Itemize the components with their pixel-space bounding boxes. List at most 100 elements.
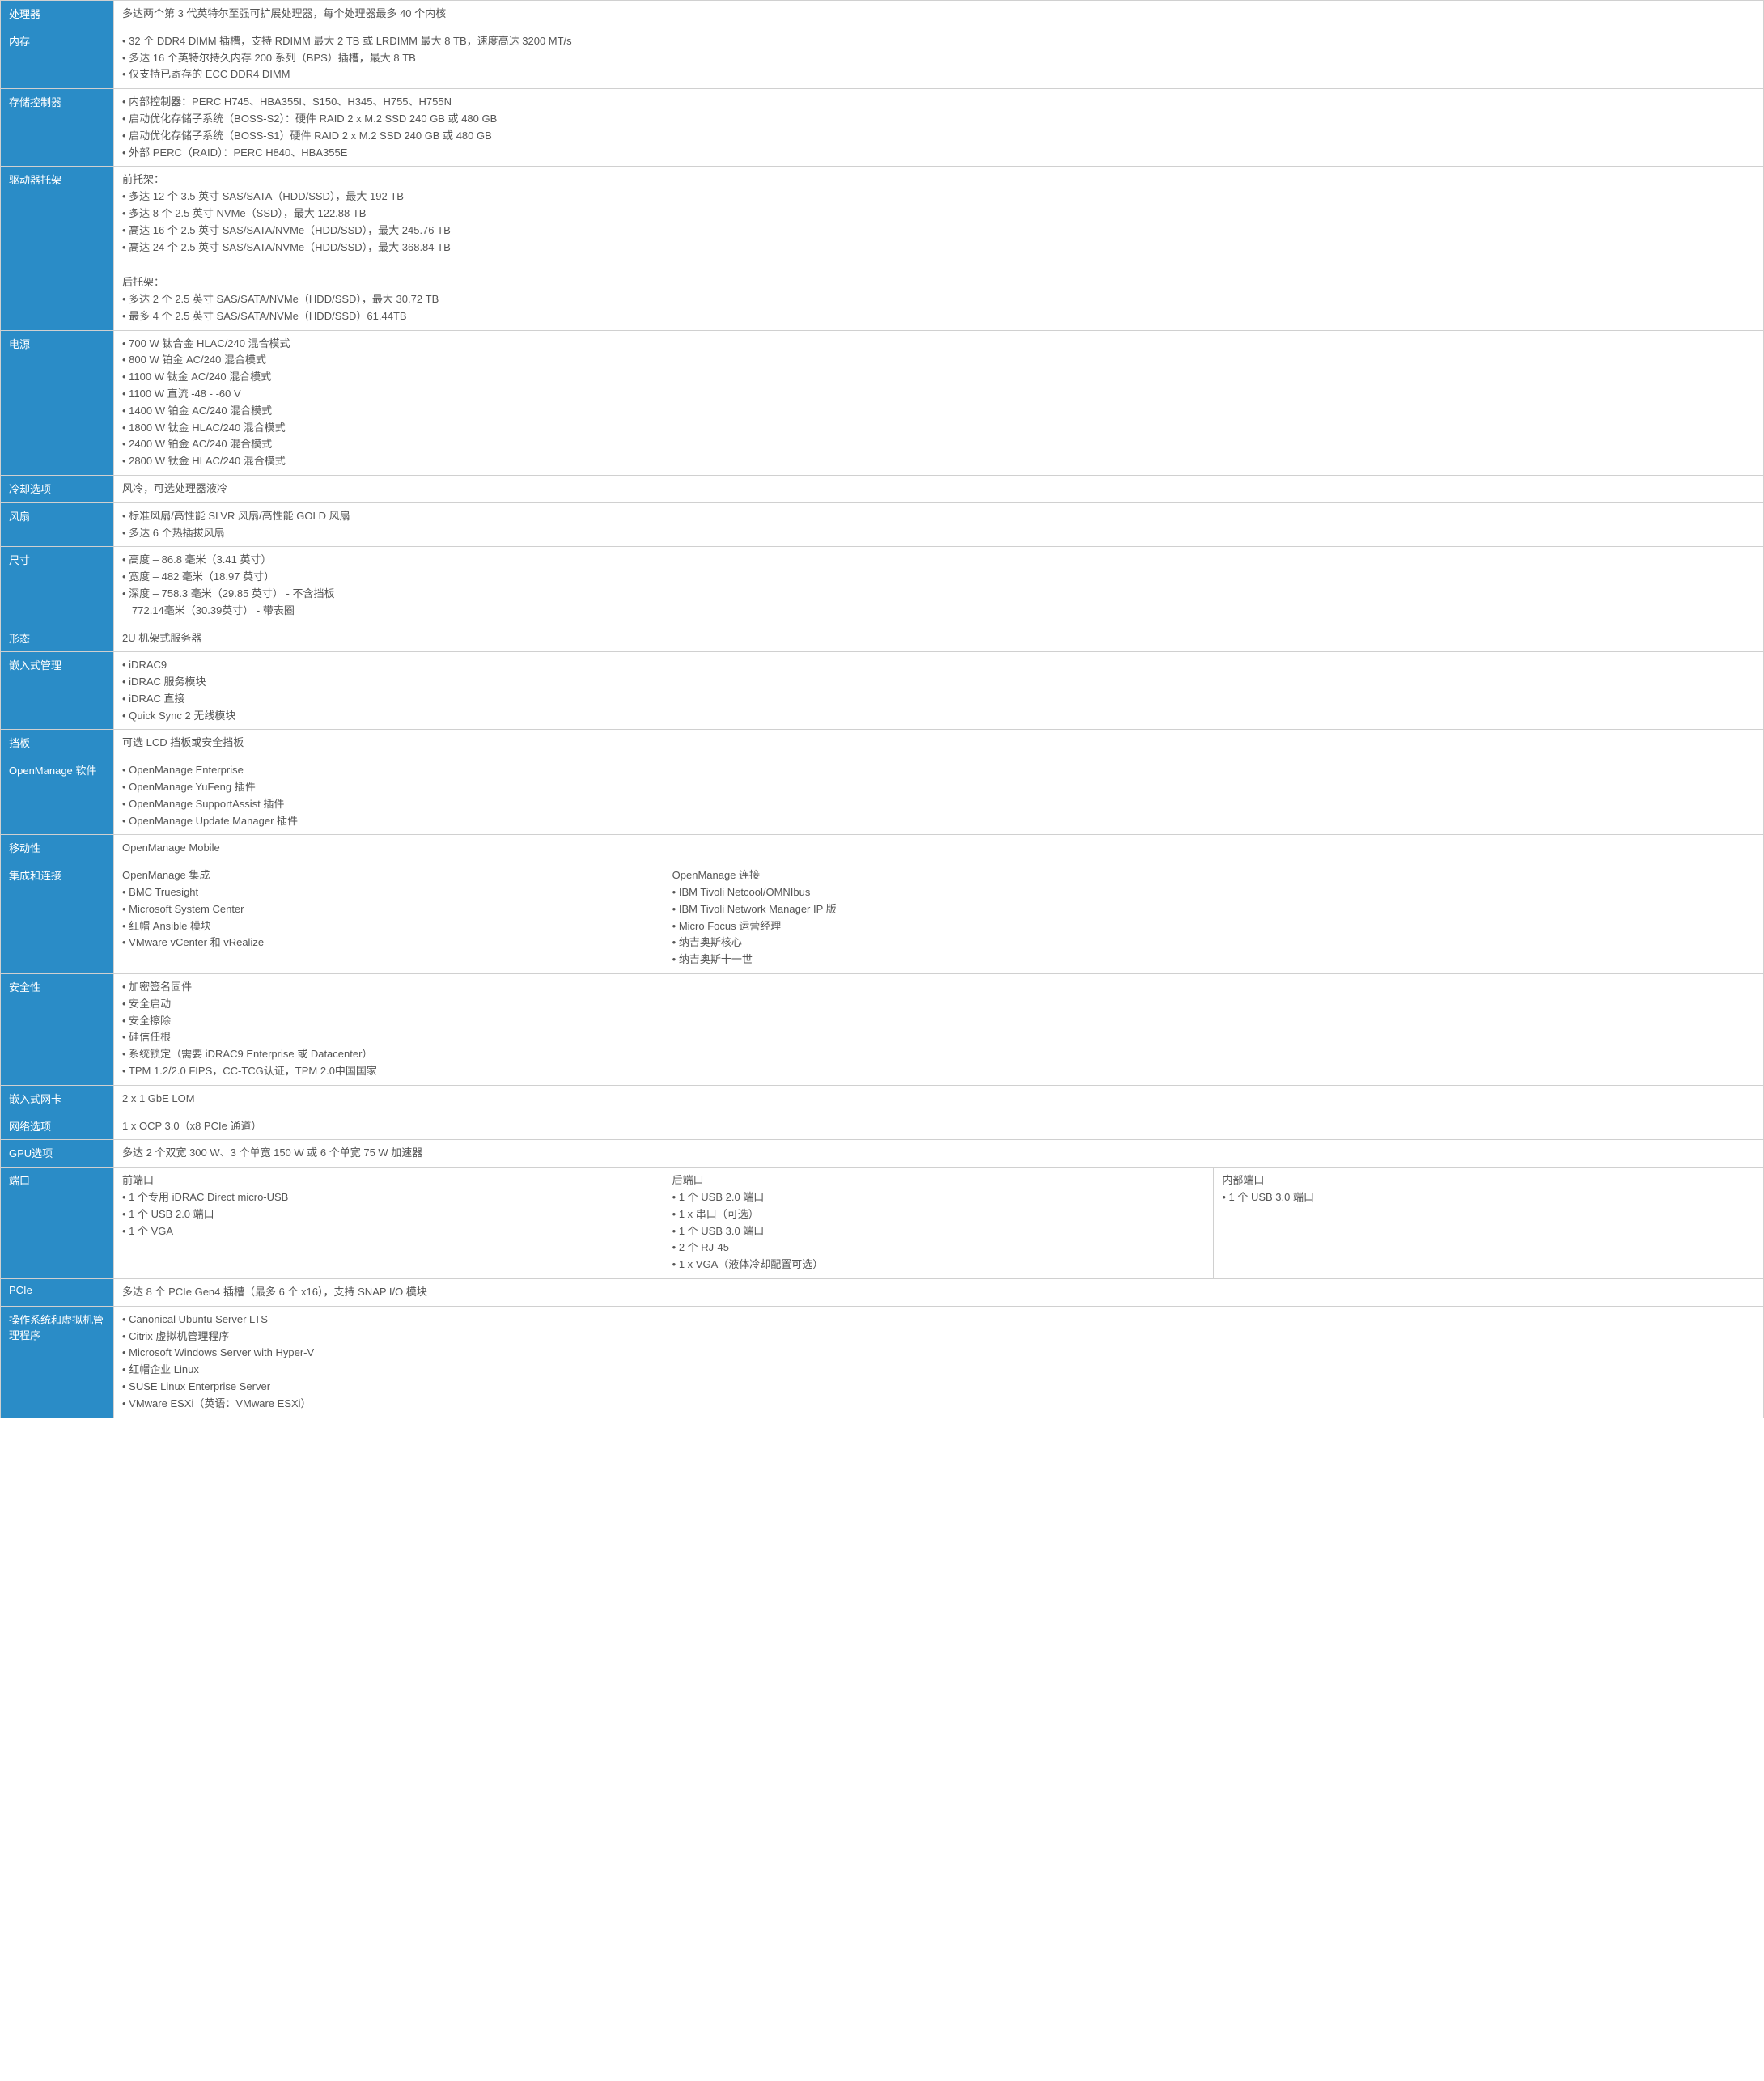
value-openmanage-sw: OpenManage EnterpriseOpenManage YuFeng 插… (114, 757, 1764, 835)
list-item: 启动优化存储子系统（BOSS-S2）：硬件 RAID 2 x M.2 SSD 2… (122, 111, 1755, 128)
list-item: Citrix 虚拟机管理程序 (122, 1329, 1755, 1346)
row-pcie: PCIe 多达 8 个 PCIe Gen4 插槽（最多 6 个 x16），支持 … (1, 1279, 1764, 1307)
list-item: OpenManage Update Manager 插件 (122, 813, 1755, 830)
drive-bays-front-header: 前托架： (122, 172, 1755, 189)
list-item: BMC Truesight (122, 884, 655, 901)
value-ports-rear: 后端口 1 个 USB 2.0 端口1 x 串口（可选）1 个 USB 3.0 … (664, 1168, 1214, 1279)
row-embedded-nic: 嵌入式网卡 2 x 1 GbE LOM (1, 1085, 1764, 1113)
row-processor: 处理器 多达两个第 3 代英特尔至强可扩展处理器，每个处理器最多 40 个内核 (1, 1, 1764, 28)
row-openmanage-sw: OpenManage 软件 OpenManage EnterpriseOpenM… (1, 757, 1764, 835)
label-ports: 端口 (1, 1168, 114, 1279)
list-item: 标准风扇/高性能 SLVR 风扇/高性能 GOLD 风扇 (122, 508, 1755, 525)
value-integration-left: OpenManage 集成 BMC TruesightMicrosoft Sys… (114, 862, 664, 974)
list-item: 加密签名固件 (122, 979, 1755, 996)
drive-bays-front-lines: 多达 12 个 3.5 英寸 SAS/SATA（HDD/SSD），最大 192 … (122, 189, 1755, 256)
row-bezel: 挡板 可选 LCD 挡板或安全挡板 (1, 730, 1764, 757)
value-integration-right: OpenManage 连接 IBM Tivoli Netcool/OMNIbus… (664, 862, 1763, 974)
list-item: 纳吉奥斯十一世 (672, 951, 1755, 968)
label-storage-ctrl: 存储控制器 (1, 89, 114, 167)
list-item: Microsoft Windows Server with Hyper-V (122, 1345, 1755, 1362)
label-drive-bays: 驱动器托架 (1, 167, 114, 330)
value-power: 700 W 钛合金 HLAC/240 混合模式800 W 铂金 AC/240 混… (114, 330, 1764, 475)
row-storage-ctrl: 存储控制器 内部控制器：PERC H745、HBA355I、S150、H345、… (1, 89, 1764, 167)
ports-internal-lines: 1 个 USB 3.0 端口 (1222, 1189, 1755, 1206)
row-gpu-opts: GPU选项 多达 2 个双宽 300 W、3 个单宽 150 W 或 6 个单宽… (1, 1140, 1764, 1168)
value-network-opts: 1 x OCP 3.0（x8 PCIe 通道） (114, 1113, 1764, 1140)
list-item: OpenManage YuFeng 插件 (122, 779, 1755, 796)
label-embedded-mgmt: 嵌入式管理 (1, 652, 114, 730)
label-openmanage-sw: OpenManage 软件 (1, 757, 114, 835)
list-item: 多达 2 个 2.5 英寸 SAS/SATA/NVMe（HDD/SSD），最大 … (122, 291, 1755, 308)
value-dimensions: 高度 – 86.8 毫米（3.41 英寸）宽度 – 482 毫米（18.97 英… (114, 547, 1764, 625)
list-item: 红帽企业 Linux (122, 1362, 1755, 1379)
label-integration: 集成和连接 (1, 862, 114, 974)
list-item: VMware ESXi（英语：VMware ESXi） (122, 1396, 1755, 1413)
list-item: 1100 W 钛金 AC/240 混合模式 (122, 369, 1755, 386)
value-processor: 多达两个第 3 代英特尔至强可扩展处理器，每个处理器最多 40 个内核 (114, 1, 1764, 28)
list-item: 多达 12 个 3.5 英寸 SAS/SATA（HDD/SSD），最大 192 … (122, 189, 1755, 206)
list-item: Quick Sync 2 无线模块 (122, 708, 1755, 725)
list-item: 多达 6 个热插拔风扇 (122, 525, 1755, 542)
list-item: 1 个 USB 3.0 端口 (672, 1223, 1206, 1240)
label-form-factor: 形态 (1, 625, 114, 652)
value-memory: 32 个 DDR4 DIMM 插槽，支持 RDIMM 最大 2 TB 或 LRD… (114, 28, 1764, 88)
row-power: 电源 700 W 钛合金 HLAC/240 混合模式800 W 铂金 AC/24… (1, 330, 1764, 475)
list-item: VMware vCenter 和 vRealize (122, 935, 655, 951)
list-item: iDRAC 服务模块 (122, 674, 1755, 691)
label-cooling: 冷却选项 (1, 475, 114, 502)
row-form-factor: 形态 2U 机架式服务器 (1, 625, 1764, 652)
integration-right-lines: IBM Tivoli Netcool/OMNIbusIBM Tivoli Net… (672, 884, 1755, 968)
row-fans: 风扇 标准风扇/高性能 SLVR 风扇/高性能 GOLD 风扇多达 6 个热插拔… (1, 502, 1764, 547)
list-item: 800 W 铂金 AC/240 混合模式 (122, 352, 1755, 369)
label-bezel: 挡板 (1, 730, 114, 757)
value-pcie: 多达 8 个 PCIe Gen4 插槽（最多 6 个 x16），支持 SNAP … (114, 1279, 1764, 1307)
list-item: 仅支持已寄存的 ECC DDR4 DIMM (122, 66, 1755, 83)
value-ports-front: 前端口 1 个专用 iDRAC Direct micro-USB1 个 USB … (114, 1168, 664, 1279)
row-drive-bays: 驱动器托架 前托架： 多达 12 个 3.5 英寸 SAS/SATA（HDD/S… (1, 167, 1764, 330)
value-fans: 标准风扇/高性能 SLVR 风扇/高性能 GOLD 风扇多达 6 个热插拔风扇 (114, 502, 1764, 547)
list-item: 安全擦除 (122, 1013, 1755, 1030)
list-item: 高达 24 个 2.5 英寸 SAS/SATA/NVMe（HDD/SSD），最大… (122, 239, 1755, 256)
value-ports-internal: 内部端口 1 个 USB 3.0 端口 (1214, 1168, 1764, 1279)
value-embedded-mgmt: iDRAC9iDRAC 服务模块iDRAC 直接Quick Sync 2 无线模… (114, 652, 1764, 730)
list-item: Micro Focus 运营经理 (672, 918, 1755, 935)
ports-rear-lines: 1 个 USB 2.0 端口1 x 串口（可选）1 个 USB 3.0 端口2 … (672, 1189, 1206, 1274)
list-item: 外部 PERC（RAID）：PERC H840、HBA355E (122, 145, 1755, 162)
list-item: OpenManage SupportAssist 插件 (122, 796, 1755, 813)
label-network-opts: 网络选项 (1, 1113, 114, 1140)
list-item: OpenManage Enterprise (122, 762, 1755, 779)
list-item: 2 个 RJ-45 (672, 1240, 1206, 1257)
value-mobility: OpenManage Mobile (114, 835, 1764, 862)
ports-front-header: 前端口 (122, 1172, 655, 1189)
list-item: 1100 W 直流 -48 - -60 V (122, 386, 1755, 403)
row-security: 安全性 加密签名固件安全启动安全擦除硅信任根系统锁定（需要 iDRAC9 Ent… (1, 974, 1764, 1086)
list-item: 宽度 – 482 毫米（18.97 英寸） (122, 569, 1755, 586)
list-item: Canonical Ubuntu Server LTS (122, 1312, 1755, 1329)
value-bezel: 可选 LCD 挡板或安全挡板 (114, 730, 1764, 757)
integration-left-lines: BMC TruesightMicrosoft System Center红帽 A… (122, 884, 655, 951)
row-embedded-mgmt: 嵌入式管理 iDRAC9iDRAC 服务模块iDRAC 直接Quick Sync… (1, 652, 1764, 730)
list-item: 1 个专用 iDRAC Direct micro-USB (122, 1189, 655, 1206)
label-security: 安全性 (1, 974, 114, 1086)
list-item: 内部控制器：PERC H745、HBA355I、S150、H345、H755、H… (122, 94, 1755, 111)
integration-left-header: OpenManage 集成 (122, 867, 655, 884)
label-gpu-opts: GPU选项 (1, 1140, 114, 1168)
row-mobility: 移动性 OpenManage Mobile (1, 835, 1764, 862)
dimensions-extra: 772.14毫米（30.39英寸） - 带表圈 (122, 603, 1755, 620)
dimensions-lines: 高度 – 86.8 毫米（3.41 英寸）宽度 – 482 毫米（18.97 英… (122, 552, 1755, 602)
list-item: iDRAC 直接 (122, 691, 1755, 708)
integration-right-header: OpenManage 连接 (672, 867, 1755, 884)
ports-internal-header: 内部端口 (1222, 1172, 1755, 1189)
label-embedded-nic: 嵌入式网卡 (1, 1085, 114, 1113)
list-item: 安全启动 (122, 996, 1755, 1013)
label-power: 电源 (1, 330, 114, 475)
list-item: 高度 – 86.8 毫米（3.41 英寸） (122, 552, 1755, 569)
label-pcie: PCIe (1, 1279, 114, 1307)
list-item: 1400 W 铂金 AC/240 混合模式 (122, 403, 1755, 420)
label-processor: 处理器 (1, 1, 114, 28)
list-item: 1800 W 钛金 HLAC/240 混合模式 (122, 420, 1755, 437)
row-dimensions: 尺寸 高度 – 86.8 毫米（3.41 英寸）宽度 – 482 毫米（18.9… (1, 547, 1764, 625)
list-item: 700 W 钛合金 HLAC/240 混合模式 (122, 336, 1755, 353)
drive-bays-rear-header: 后托架： (122, 274, 1755, 291)
row-memory: 内存 32 个 DDR4 DIMM 插槽，支持 RDIMM 最大 2 TB 或 … (1, 28, 1764, 88)
